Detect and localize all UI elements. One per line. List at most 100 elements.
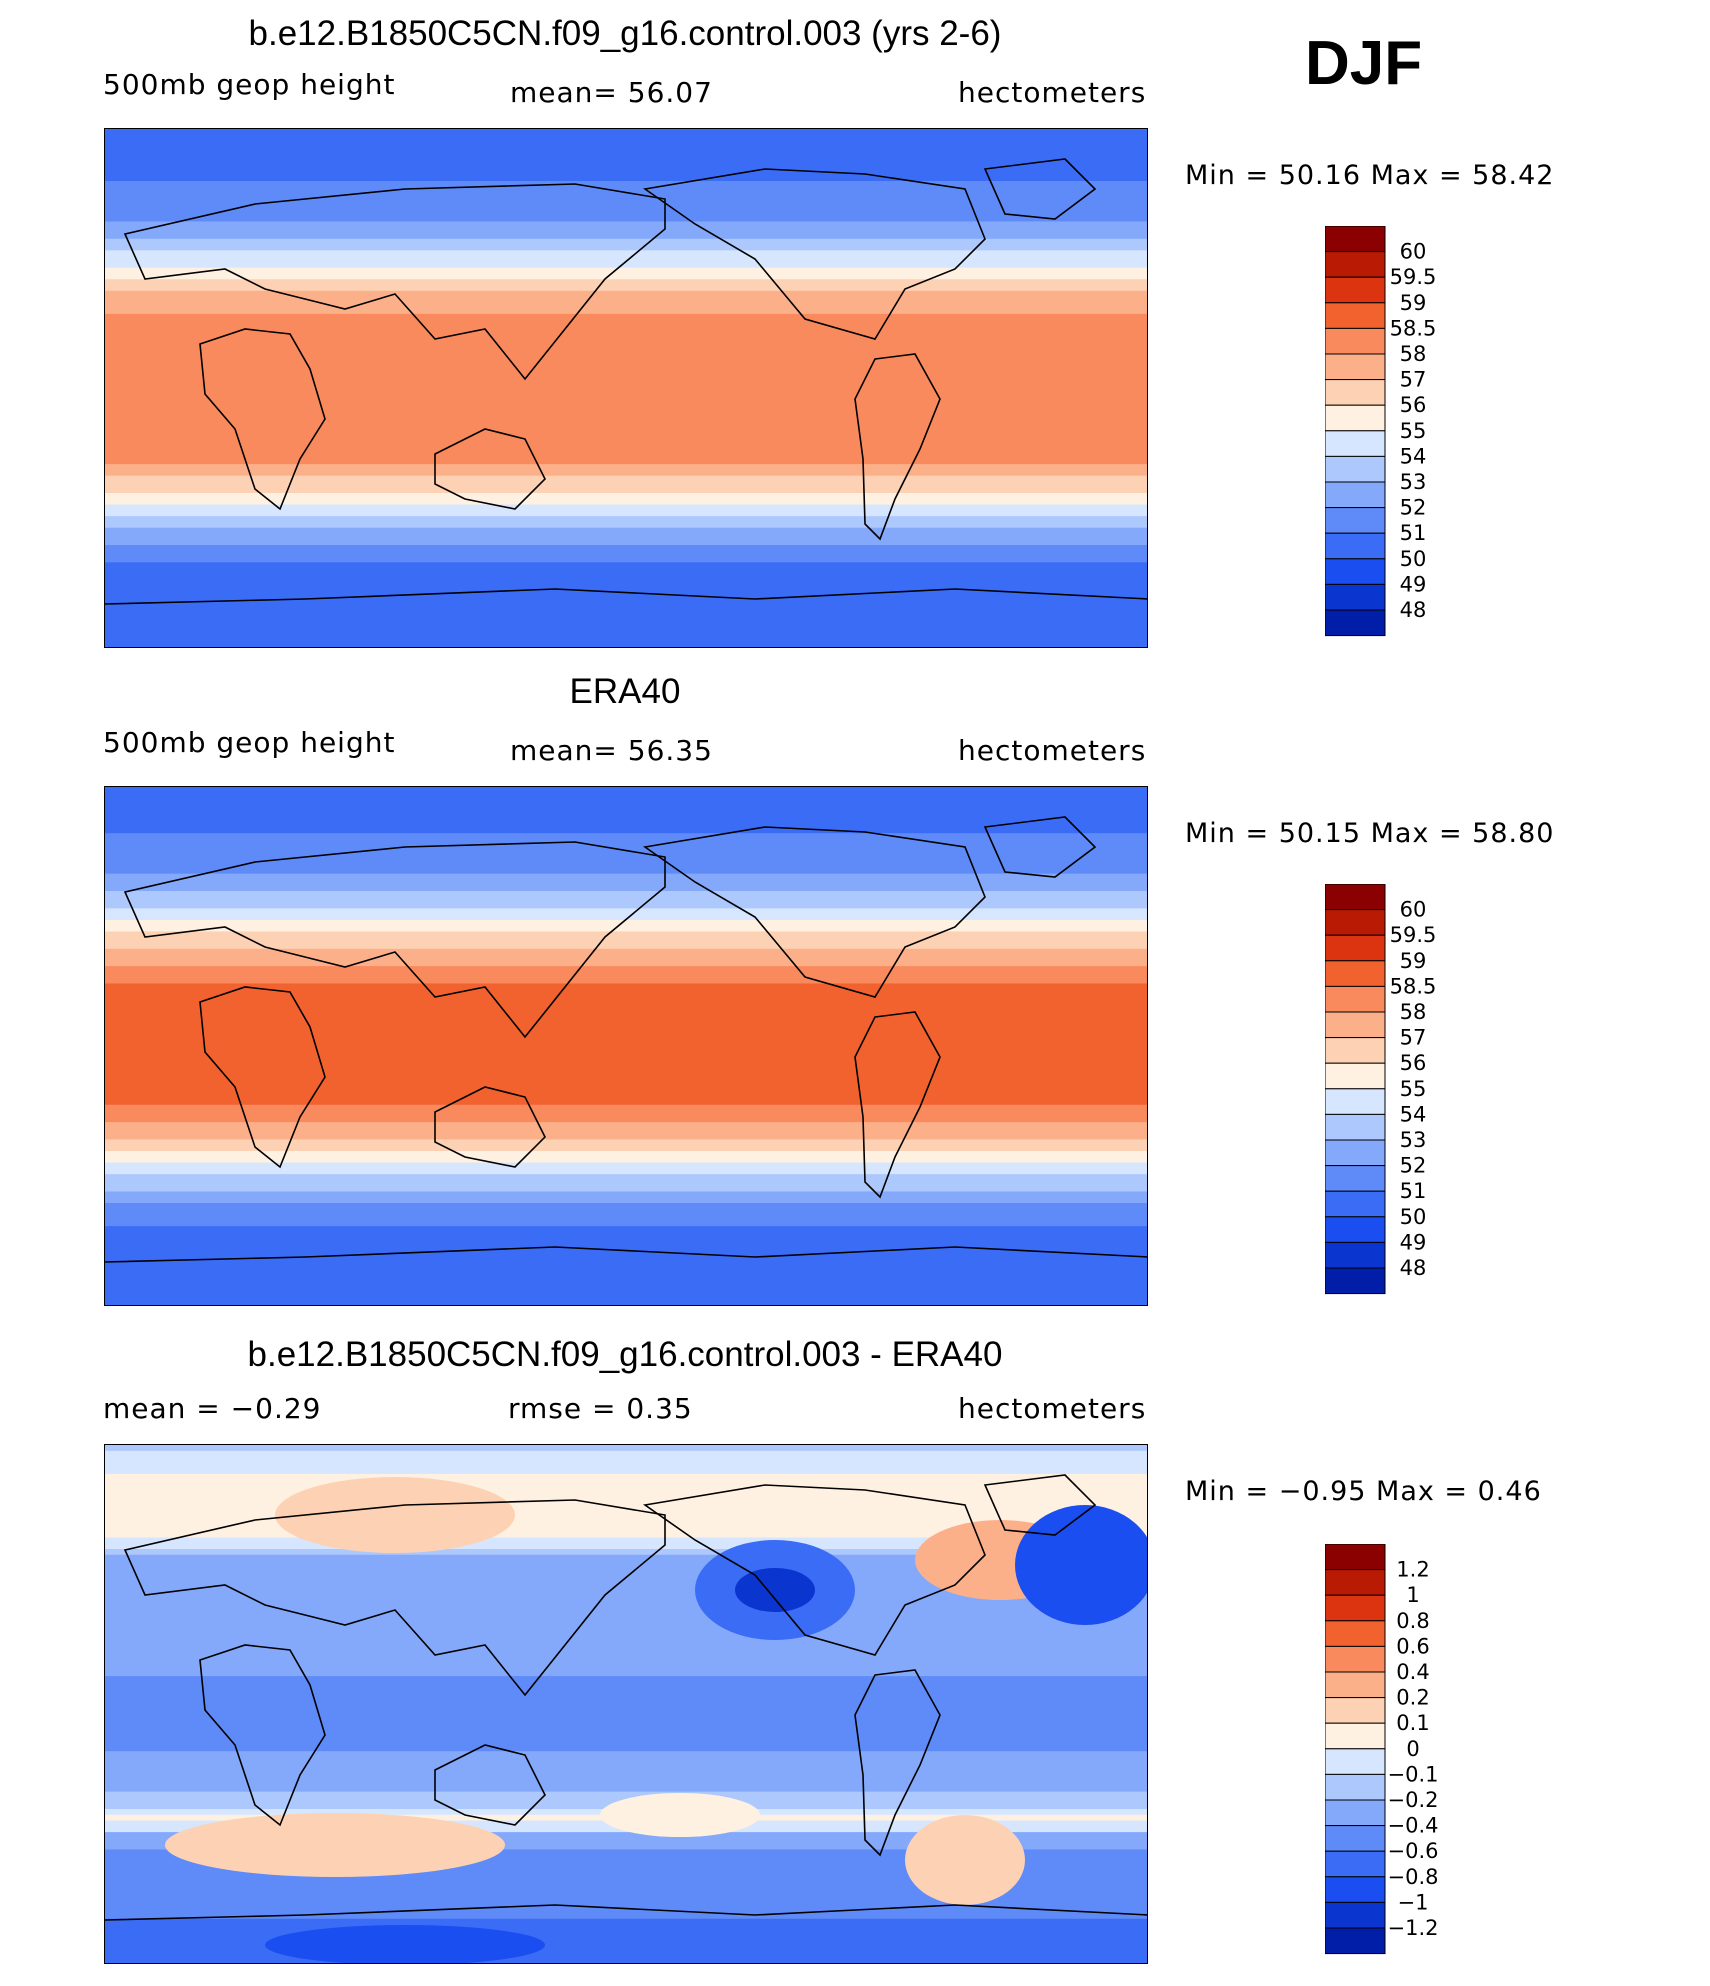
contour-band <box>105 498 1147 506</box>
contour-band <box>105 1612 1147 1619</box>
contour-bands <box>105 787 1147 1305</box>
colorbar-tick-label: 0.2 <box>1396 1686 1429 1710</box>
contour-band <box>105 1145 1147 1152</box>
contour-band <box>105 1047 1147 1054</box>
panel-3-units-label: hectometers <box>958 1392 1147 1425</box>
contour-band <box>105 1924 1147 1931</box>
anomaly-region <box>265 1925 545 1963</box>
anomaly-region <box>600 1793 760 1837</box>
contour-band <box>105 602 1147 610</box>
contour-band <box>105 891 1147 898</box>
coastline <box>434 1744 546 1826</box>
contour-band <box>105 331 1147 338</box>
contour-band <box>105 879 1147 886</box>
contour-band <box>105 562 1147 569</box>
colorbar-tick-label: 56 <box>1400 393 1427 417</box>
colorbar-tick-label: 0.1 <box>1396 1711 1429 1735</box>
colorbar-tick-label: 49 <box>1400 572 1427 596</box>
contour-band <box>105 1468 1147 1475</box>
colorbar-tick-label: 0 <box>1406 1737 1419 1761</box>
contour-band <box>105 1554 1147 1562</box>
contour-band <box>105 1023 1147 1031</box>
colorbar-box <box>1325 558 1386 585</box>
anomaly-region <box>905 1815 1025 1905</box>
contour-band <box>105 989 1147 996</box>
colorbar-tick-label: 57 <box>1400 1026 1427 1050</box>
contour-band <box>105 1959 1147 1963</box>
contour-band <box>105 579 1147 587</box>
colorbar-tick-label: 59.5 <box>1390 265 1437 289</box>
panel-2-map <box>104 786 1148 1306</box>
contour-band <box>105 169 1147 176</box>
colorbar-box <box>1325 226 1386 253</box>
colorbar-box <box>1325 1113 1386 1141</box>
panel-1-mean-label: mean= 56.07 <box>510 76 713 109</box>
colorbar-box <box>1325 1088 1386 1115</box>
contour-band <box>105 337 1147 344</box>
contour-band <box>105 1139 1147 1146</box>
contour-band <box>105 1947 1147 1955</box>
contour-band <box>105 371 1147 379</box>
contour-band <box>105 1197 1147 1204</box>
coastline <box>105 1246 1147 1263</box>
colorbar-box <box>1325 1241 1386 1269</box>
contour-band <box>105 1757 1147 1764</box>
panel-3-contour-plot <box>105 1445 1147 1963</box>
colorbar-box <box>1325 1139 1386 1167</box>
coastline <box>642 168 986 340</box>
panel-3-minmax: Min = −0.95 Max = 0.46 <box>1185 1476 1542 1507</box>
contour-band <box>105 302 1147 309</box>
colorbar-tick-label: −0.2 <box>1388 1788 1439 1812</box>
contour-band <box>105 446 1147 454</box>
contour-band <box>105 1508 1147 1515</box>
coastline <box>105 1904 1147 1921</box>
colorbar-box <box>1325 251 1386 278</box>
contour-band <box>105 1278 1147 1285</box>
colorbar-box <box>1325 1165 1386 1192</box>
coastlines <box>105 816 1147 1263</box>
contour-band <box>105 792 1147 800</box>
colorbar-tick-label: 53 <box>1400 1128 1427 1152</box>
contour-band <box>105 1243 1147 1250</box>
panel-2-units-label: hectometers <box>958 734 1147 767</box>
panel-2-contour-plot <box>105 787 1147 1305</box>
contour-band <box>105 163 1147 171</box>
panel-2-minmax: Min = 50.15 Max = 58.80 <box>1185 818 1555 849</box>
colorbar-tick-label: −1 <box>1398 1890 1429 1914</box>
coastline <box>123 1499 666 1697</box>
contour-band <box>105 1762 1147 1770</box>
contour-band <box>105 1745 1147 1752</box>
contour-band <box>105 233 1147 240</box>
contour-band <box>105 643 1147 647</box>
contour-band <box>105 1739 1147 1747</box>
colorbar-box <box>1325 1569 1386 1596</box>
contour-band <box>105 850 1147 857</box>
contour-band <box>105 1220 1147 1227</box>
contour-band <box>105 1058 1147 1065</box>
contour-band <box>105 1041 1147 1048</box>
contour-band <box>105 1214 1147 1221</box>
contour-band <box>105 1589 1147 1596</box>
panel-3-colorbar: 1.210.80.60.40.20.10−0.1−0.2−0.4−0.6−0.8… <box>1325 1544 1439 1955</box>
coastline <box>983 1474 1097 1536</box>
panel-1-minmax: Min = 50.16 Max = 58.42 <box>1185 160 1555 191</box>
contour-band <box>105 1249 1147 1256</box>
contour-band <box>105 977 1147 985</box>
colorbar-tick-label: 50 <box>1400 547 1427 571</box>
contour-band <box>105 1208 1147 1216</box>
contour-band <box>105 146 1147 153</box>
colorbar-box <box>1325 1544 1386 1571</box>
contour-band <box>105 129 1147 136</box>
contour-band <box>105 954 1147 961</box>
contour-band <box>105 1052 1147 1060</box>
contour-band <box>105 1861 1147 1868</box>
colorbar-tick-label: 58.5 <box>1390 974 1437 998</box>
contour-band <box>105 377 1147 384</box>
contour-band <box>105 1601 1147 1608</box>
contour-band <box>105 1537 1147 1544</box>
contour-band <box>105 1174 1147 1181</box>
colorbar-tick-label: 52 <box>1400 1154 1427 1178</box>
coastline <box>199 328 326 511</box>
contour-band <box>105 1693 1147 1700</box>
contour-band <box>105 1832 1147 1839</box>
